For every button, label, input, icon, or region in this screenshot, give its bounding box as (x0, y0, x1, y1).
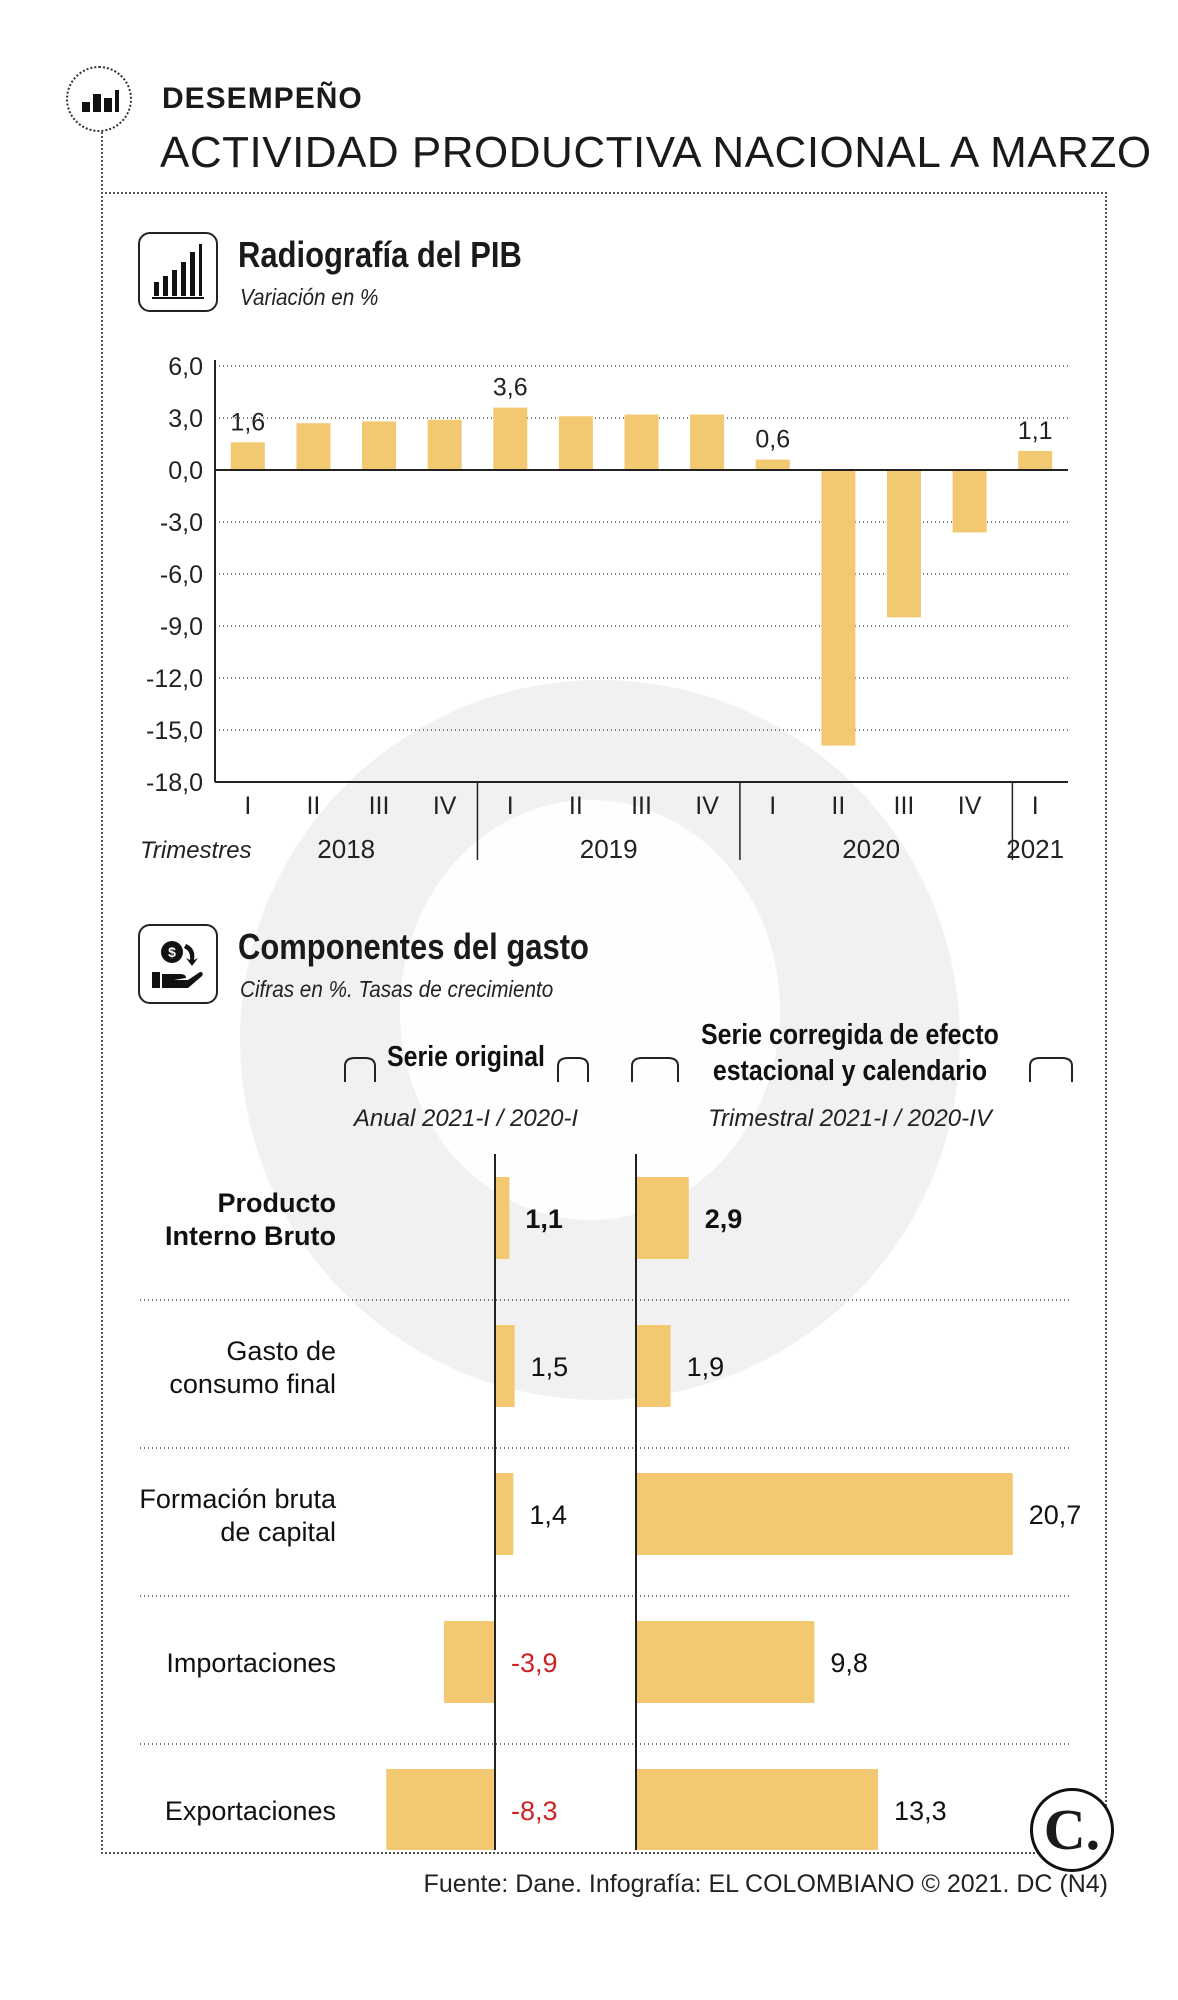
bracket-left (344, 1057, 376, 1082)
data-label: 1,6 (230, 408, 265, 436)
x-tick-label: IV (958, 792, 982, 820)
bar-corregida (636, 1325, 671, 1407)
bar-original (495, 1177, 510, 1259)
bar-original (495, 1325, 515, 1407)
kicker: DESEMPEÑO (162, 82, 363, 115)
y-tick-label: -3,0 (160, 509, 203, 537)
bar (427, 419, 462, 470)
frame-border (101, 192, 1107, 1854)
bar-original (443, 1621, 495, 1703)
section1-subtitle: Variación en % (240, 284, 379, 310)
bar (558, 416, 593, 470)
year-label: 2021 (1006, 834, 1064, 864)
bracket-right (1029, 1057, 1073, 1082)
y-tick-label: -15,0 (146, 717, 203, 745)
page-title: ACTIVIDAD PRODUCTIVA NACIONAL A MARZO (160, 128, 1152, 177)
bar (755, 459, 790, 470)
bracket-left (557, 1057, 589, 1082)
bar-chart-icon (66, 66, 132, 132)
year-label: 2019 (580, 834, 638, 864)
data-label-corregida: 20,7 (1029, 1500, 1082, 1530)
x-tick-label: I (244, 792, 251, 820)
x-tick-label: II (306, 792, 320, 820)
bracket-right (631, 1057, 679, 1082)
x-tick-label: II (831, 792, 845, 820)
y-tick-label: -18,0 (146, 769, 203, 797)
col2-subtitle: Trimestral 2021-I / 2020-IV (708, 1105, 994, 1132)
y-tick-label: 6,0 (168, 353, 203, 381)
svg-text:$: $ (168, 944, 176, 960)
bar (296, 423, 331, 470)
year-label: 2020 (842, 834, 900, 864)
category-label: Interno Bruto (165, 1221, 336, 1251)
x-tick-label: IV (433, 792, 457, 820)
y-tick-label: -9,0 (160, 613, 203, 641)
data-label-corregida: 9,8 (830, 1648, 868, 1678)
bar (952, 470, 987, 533)
frame-border-left (101, 132, 103, 1854)
data-label: 3,6 (493, 374, 528, 402)
x-axis-title: Trimestres (140, 837, 252, 864)
data-label-corregida: 1,9 (687, 1352, 725, 1382)
category-label: de capital (220, 1517, 336, 1547)
bar-corregida (636, 1769, 879, 1850)
x-tick-label: III (894, 792, 915, 820)
x-tick-label: I (769, 792, 776, 820)
el-colombiano-logo: C. (1030, 1788, 1114, 1872)
bar-original (495, 1473, 514, 1555)
y-tick-label: 0,0 (168, 457, 203, 485)
bar-original (386, 1769, 495, 1850)
x-tick-label: III (369, 792, 390, 820)
section1-title: Radiografía del PIB (238, 234, 522, 275)
col1-subtitle: Anual 2021-I / 2020-I (352, 1105, 578, 1132)
bar-corregida (636, 1621, 815, 1703)
bar (821, 470, 856, 746)
category-label: consumo final (169, 1369, 336, 1399)
pib-bar-chart: 6,0 3,0 0,0 -3,0 -6,0 -9,0 -12,0 -15,0 -18,0 1,6 I… (140, 353, 1068, 864)
col2-title: Serie corregida de efecto (701, 1018, 999, 1050)
section2-subtitle: Cifras en %. Tasas de crecimiento (240, 976, 554, 1002)
category-label: Producto (218, 1188, 337, 1218)
y-tick-label: -6,0 (160, 561, 203, 589)
gasto-bar-chart: Serie original Serie corregida de efecto e… (139, 1018, 1082, 1850)
x-tick-label: II (569, 792, 583, 820)
data-label: 1,1 (1018, 417, 1053, 445)
x-tick-label: I (507, 792, 514, 820)
category-label: Formación bruta (139, 1484, 337, 1514)
category-label: Exportaciones (165, 1796, 336, 1826)
section2-title: Componentes del gasto (238, 926, 589, 967)
bar (493, 407, 528, 470)
x-tick-label: IV (695, 792, 719, 820)
data-label: 0,6 (755, 426, 790, 454)
bar (886, 470, 921, 618)
source-credit: Fuente: Dane. Infografía: EL COLOMBIANO … (423, 1870, 1108, 1898)
data-label-corregida: 13,3 (894, 1796, 947, 1826)
category-label: Importaciones (166, 1648, 336, 1678)
x-tick-label: III (631, 792, 652, 820)
data-label-original: -3,9 (511, 1648, 558, 1678)
money-hand-icon: $ (138, 924, 218, 1004)
bar (362, 421, 397, 470)
col2-title: estacional y calendario (713, 1054, 987, 1086)
bar (230, 442, 265, 470)
data-label-original: -8,3 (511, 1796, 558, 1826)
y-tick-label: 3,0 (168, 405, 203, 433)
data-label-original: 1,1 (525, 1204, 563, 1234)
bar (690, 414, 725, 470)
growth-chart-icon (138, 232, 218, 312)
data-label-corregida: 2,9 (705, 1204, 743, 1234)
y-tick-label: -12,0 (146, 665, 203, 693)
data-label-original: 1,5 (531, 1352, 569, 1382)
data-label-original: 1,4 (529, 1500, 567, 1530)
bar-corregida (636, 1473, 1013, 1555)
col1-title: Serie original (387, 1040, 545, 1072)
bar (624, 414, 659, 470)
bar-corregida (636, 1177, 689, 1259)
x-tick-label: I (1032, 792, 1039, 820)
watermark-logo-inner (400, 800, 780, 1220)
category-label: Gasto de (226, 1336, 336, 1366)
year-label: 2018 (317, 834, 375, 864)
bar (1018, 450, 1053, 470)
